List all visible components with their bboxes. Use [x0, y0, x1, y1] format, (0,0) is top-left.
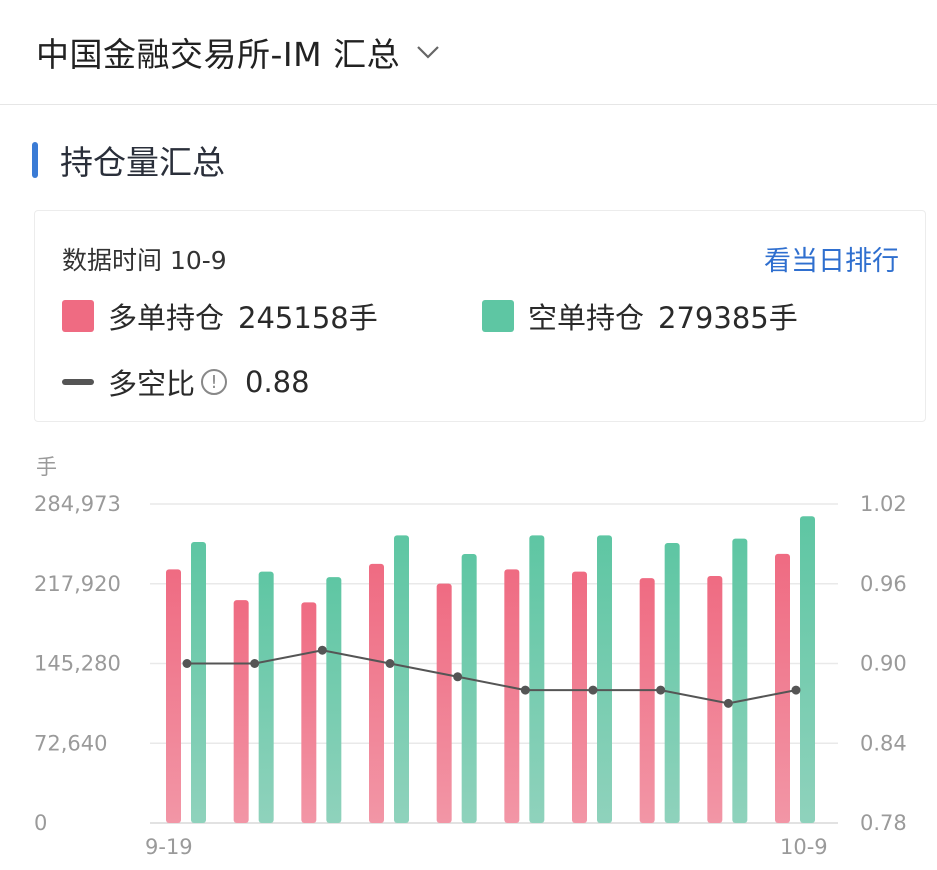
long-position-bar — [504, 569, 520, 823]
ratio-point — [723, 698, 733, 708]
ratio-point — [520, 685, 530, 695]
y-left-tick-label: 145,280 — [34, 652, 121, 676]
ratio-point — [588, 685, 598, 695]
ratio-point — [317, 645, 327, 655]
y-right-tick-label: 0.96 — [860, 572, 907, 596]
legend-short-position: 空单持仓 279385手 — [482, 295, 798, 337]
short-position-bar — [597, 535, 612, 823]
header: 中国金融交易所-IM 汇总 — [0, 0, 937, 105]
ratio-point — [250, 659, 260, 668]
long-position-bar — [775, 553, 790, 823]
ratio-point — [791, 685, 801, 695]
ratio-label: 多空比 — [108, 367, 196, 401]
long-label: 多单持仓 — [108, 301, 225, 335]
y-left-tick-label: 217,920 — [34, 572, 121, 596]
long-position-bar — [369, 563, 384, 823]
short-position-bar — [326, 577, 342, 823]
long-value: 245158手 — [238, 301, 378, 335]
long-position-bar — [436, 583, 452, 823]
short-label: 空单持仓 — [528, 301, 645, 335]
short-position-bar — [394, 535, 409, 823]
ratio-line — [187, 649, 797, 705]
ratio-point — [656, 685, 666, 695]
y-right-tick-label: 1.02 — [860, 492, 907, 516]
legend-long-position: 多单持仓 245158手 — [62, 295, 378, 337]
short-position-bar — [191, 541, 206, 823]
info-circle-icon[interactable]: ! — [201, 369, 228, 395]
data-time-label: 数据时间 10-9 — [62, 246, 227, 275]
y-right-tick-label: 0.90 — [860, 652, 907, 676]
position-chart: 手 0 0.78 72,640 0.84 145,280 0.90 217,920 0.96 28… — [34, 455, 907, 859]
legend-long-short-ratio: 多空比 ! 0.88 — [62, 361, 310, 403]
y-right-tick-label: 0.78 — [860, 811, 907, 835]
ratio-value: 0.88 — [245, 365, 310, 399]
y-left-tick-label: 72,640 — [34, 731, 107, 755]
long-position-bar — [572, 571, 587, 823]
short-position-bar — [732, 538, 748, 823]
short-position-bar — [529, 535, 545, 823]
long-swatch — [62, 300, 94, 332]
daily-ranking-link[interactable]: 看当日排行 — [764, 246, 899, 277]
summary-card: 数据时间 10-9 看当日排行 多单持仓 245158手 空单持仓 279385… — [34, 210, 926, 422]
short-value: 279385手 — [658, 301, 798, 335]
ratio-point — [182, 659, 192, 668]
short-position-bar — [664, 543, 680, 823]
x-tick-label: 9-19 — [145, 835, 193, 859]
short-position-bar — [258, 571, 274, 823]
section-title-text: 持仓量汇总 — [60, 143, 225, 182]
y-right-tick-label: 0.84 — [860, 731, 907, 755]
long-position-bar — [639, 578, 655, 823]
section-title: 持仓量汇总 — [32, 140, 225, 182]
y-left-tick-label: 284,973 — [34, 492, 121, 516]
long-position-bar — [707, 575, 723, 823]
short-position-bar — [800, 516, 815, 823]
y-left-tick-label: 0 — [34, 811, 47, 835]
short-position-bar — [461, 554, 477, 823]
y-axis-unit-label: 手 — [36, 455, 57, 479]
ratio-line-swatch — [62, 379, 94, 385]
long-position-bar — [166, 569, 181, 823]
chevron-down-icon[interactable] — [414, 38, 442, 66]
section-accent-bar — [32, 142, 38, 178]
short-swatch — [482, 300, 514, 332]
long-position-bar — [301, 602, 317, 823]
ratio-point — [453, 672, 463, 682]
page-title[interactable]: 中国金融交易所-IM 汇总 — [36, 35, 401, 74]
long-position-bar — [233, 600, 249, 823]
ratio-point — [385, 659, 395, 668]
x-tick-label: 10-9 — [780, 835, 828, 859]
